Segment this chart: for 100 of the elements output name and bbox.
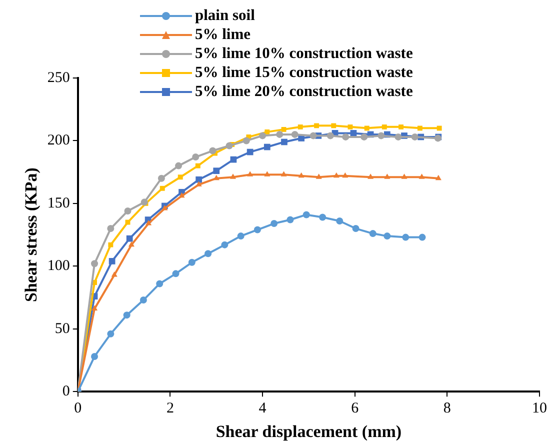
- point: [310, 132, 317, 140]
- x-tick-label: 0: [74, 400, 82, 417]
- point: [91, 352, 98, 360]
- point: [246, 148, 254, 156]
- point: [230, 174, 236, 179]
- point: [394, 133, 402, 140]
- legend-label: plain soil: [195, 6, 255, 25]
- point: [281, 126, 286, 132]
- point: [319, 214, 326, 221]
- y-tick-label: 200: [47, 132, 70, 149]
- point: [124, 207, 132, 214]
- point: [209, 147, 216, 154]
- legend-label: 5% lime: [195, 25, 251, 44]
- point: [156, 280, 164, 288]
- point: [316, 174, 322, 179]
- legend-label: 5% lime 20% construction waste: [195, 82, 413, 101]
- point: [401, 174, 408, 179]
- point: [108, 242, 114, 248]
- point: [280, 171, 287, 176]
- point: [195, 163, 200, 168]
- point: [140, 296, 147, 304]
- point: [270, 220, 278, 228]
- point: [123, 312, 130, 319]
- point: [402, 234, 410, 241]
- point: [160, 186, 165, 191]
- point: [192, 154, 200, 161]
- point: [342, 172, 348, 178]
- point: [418, 174, 425, 179]
- point: [188, 258, 196, 266]
- y-tick-label: 250: [47, 70, 70, 86]
- point: [333, 172, 340, 178]
- y-tick-label: 50: [54, 320, 70, 337]
- point: [314, 123, 320, 128]
- point: [107, 225, 114, 232]
- point: [384, 232, 391, 240]
- point: [140, 198, 148, 206]
- point: [364, 126, 370, 131]
- point: [237, 232, 244, 240]
- point: [91, 305, 98, 311]
- point: [331, 123, 336, 128]
- point: [281, 138, 288, 146]
- point: [298, 124, 303, 130]
- point: [213, 174, 220, 180]
- y-tick-label: 150: [47, 195, 70, 212]
- point: [196, 176, 202, 183]
- point: [259, 132, 266, 140]
- point: [398, 124, 404, 130]
- point: [286, 216, 294, 224]
- point: [436, 126, 442, 131]
- x-tick-label: 6: [351, 400, 360, 417]
- point: [221, 241, 228, 248]
- point: [382, 124, 387, 130]
- point: [411, 133, 418, 140]
- legend-label: 5% lime 10% construction waste: [195, 44, 413, 63]
- point: [384, 174, 390, 179]
- point: [213, 168, 220, 174]
- point: [175, 162, 182, 170]
- point: [108, 258, 116, 264]
- point: [264, 144, 270, 150]
- point: [204, 250, 212, 258]
- point: [435, 174, 442, 180]
- point: [226, 142, 233, 150]
- y-tick-label: 100: [47, 258, 70, 274]
- point: [418, 234, 426, 241]
- point: [360, 133, 368, 140]
- point: [264, 171, 270, 176]
- point: [172, 270, 180, 278]
- point: [107, 330, 114, 338]
- x-tick-label: 4: [258, 400, 267, 417]
- x-tick-label: 8: [443, 400, 451, 417]
- point: [178, 174, 183, 180]
- y-axis-title: Shear stress (KPa): [22, 168, 41, 302]
- point: [291, 130, 298, 138]
- point: [352, 225, 360, 232]
- point: [178, 192, 185, 198]
- point: [348, 124, 353, 130]
- point: [298, 172, 304, 178]
- point: [369, 230, 376, 238]
- point: [111, 271, 118, 277]
- point: [326, 132, 334, 140]
- point: [378, 132, 385, 140]
- point: [196, 181, 202, 186]
- x-tick-label: 2: [166, 400, 174, 417]
- point: [247, 171, 254, 176]
- x-axis-title: Shear displacement (mm): [216, 422, 402, 442]
- point: [342, 133, 350, 140]
- point: [145, 220, 152, 226]
- point: [336, 218, 344, 224]
- point: [302, 211, 310, 218]
- point: [254, 226, 261, 234]
- point: [368, 174, 374, 179]
- point: [264, 129, 270, 134]
- point: [158, 174, 165, 182]
- legend-label: 5% lime 15% construction waste: [195, 63, 413, 82]
- y-tick-label: 0: [62, 384, 70, 400]
- point: [126, 235, 133, 242]
- point: [91, 260, 98, 268]
- x-tick-label: 10: [532, 400, 547, 417]
- point: [242, 137, 250, 144]
- point: [276, 130, 284, 138]
